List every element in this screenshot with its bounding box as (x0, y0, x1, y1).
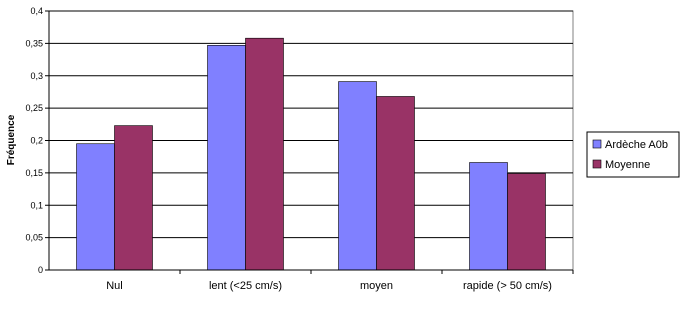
bar-moyenne-3 (507, 173, 546, 271)
bar-moyenne-1 (245, 37, 284, 271)
y-tick-label: 0,35 (25, 38, 43, 48)
x-category-label: lent (<25 cm/s) (209, 280, 282, 292)
legend-label-ardeche: Ardèche A0b (605, 139, 668, 151)
bar-ardeche-1 (207, 45, 246, 271)
y-tick-label: 0,05 (25, 233, 43, 243)
bar-ardeche-3 (469, 162, 508, 271)
bar-moyenne-0 (114, 125, 153, 271)
x-category-label: Nul (106, 280, 123, 292)
y-tick-label: 0,25 (25, 103, 43, 113)
legend-swatch-ardeche (592, 139, 602, 149)
bars (76, 37, 546, 271)
legend-swatch-moyenne (592, 159, 602, 169)
bar-moyenne-2 (376, 96, 415, 271)
x-axis-ticks: Nul lent (<25 cm/s) moyen rapide (> 50 cm/s… (106, 270, 574, 292)
legend-label-moyenne: Moyenne (605, 159, 650, 171)
bar-ardeche-2 (338, 81, 377, 271)
y-tick-label: 0 (38, 265, 43, 275)
y-tick-label: 0,4 (30, 6, 43, 16)
y-tick-label: 0,15 (25, 168, 43, 178)
y-tick-label: 0,3 (30, 71, 43, 81)
legend-box (586, 131, 680, 178)
bar-ardeche-0 (76, 143, 115, 271)
y-axis-ticks: 0 0,05 0,1 0,15 0,2 0,25 0,3 0,35 0,4 (25, 6, 49, 275)
y-tick-label: 0,1 (30, 200, 43, 210)
x-category-label: moyen (360, 280, 393, 292)
y-tick-label: 0,2 (30, 136, 43, 146)
legend: Ardèche A0b Moyenne (586, 131, 680, 178)
x-category-label: rapide (> 50 cm/s) (463, 280, 552, 292)
y-axis-title: Fréquence (6, 114, 17, 165)
